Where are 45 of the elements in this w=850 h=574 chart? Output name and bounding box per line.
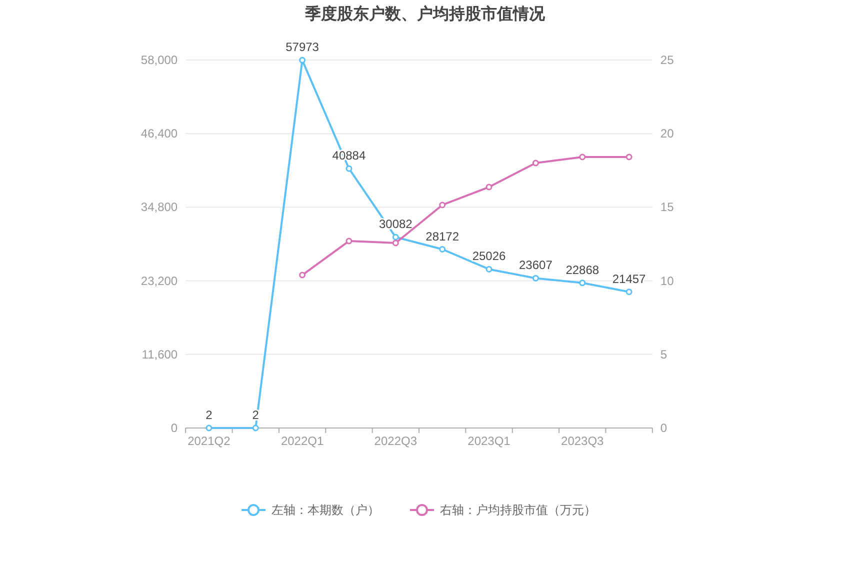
point [626, 288, 632, 296]
point [392, 234, 399, 240]
point [346, 238, 352, 244]
y-tick-label: 34,800 [140, 200, 178, 214]
x-tick-label: 2023Q3 [561, 434, 604, 448]
chart-title: 季度股东户数、户均持股市值情况 [304, 4, 546, 23]
x-tick-label: 2022Q1 [280, 434, 324, 448]
data-label: 21457 [612, 272, 646, 286]
point [206, 424, 212, 432]
y2-tick-label: 0 [660, 421, 668, 435]
data-label: 2 [206, 408, 213, 422]
x-tick-label: 2023Q1 [468, 434, 511, 448]
point [579, 280, 586, 286]
y-tick-label: 58,000 [140, 53, 178, 67]
point [486, 266, 492, 272]
y2-tick-label: 5 [660, 347, 668, 362]
point [486, 184, 492, 190]
point [299, 56, 306, 64]
point [532, 160, 539, 166]
x-tick-label: 2022Q3 [374, 434, 418, 448]
point [392, 240, 399, 246]
legend-label: 右轴：户均持股市值（万元） [440, 503, 596, 517]
point [626, 154, 632, 160]
y-tick-label: 23,200 [140, 274, 178, 288]
data-label: 25026 [472, 249, 506, 264]
point [439, 246, 446, 253]
y2-tick-label: 25 [660, 53, 674, 67]
y-tick-label: 0 [170, 421, 178, 435]
data-label: 22868 [566, 262, 600, 277]
point [579, 154, 586, 160]
y2-tick-label: 20 [660, 126, 674, 141]
data-label: 28172 [426, 229, 460, 244]
y2-tick-label: 15 [660, 200, 674, 214]
y2-tick-label: 10 [660, 274, 674, 288]
point [299, 272, 306, 278]
data-label: 57973 [286, 40, 320, 54]
point [346, 165, 352, 172]
point [532, 274, 539, 282]
y-tick-label: 46,400 [140, 126, 178, 141]
point [252, 424, 259, 432]
y-tick-label: 11,600 [142, 347, 178, 362]
legend-label: 左轴：本期数（户） [272, 503, 380, 517]
point [439, 202, 446, 208]
data-label: 23607 [519, 258, 553, 272]
x-tick-label: 2021Q2 [188, 434, 231, 448]
